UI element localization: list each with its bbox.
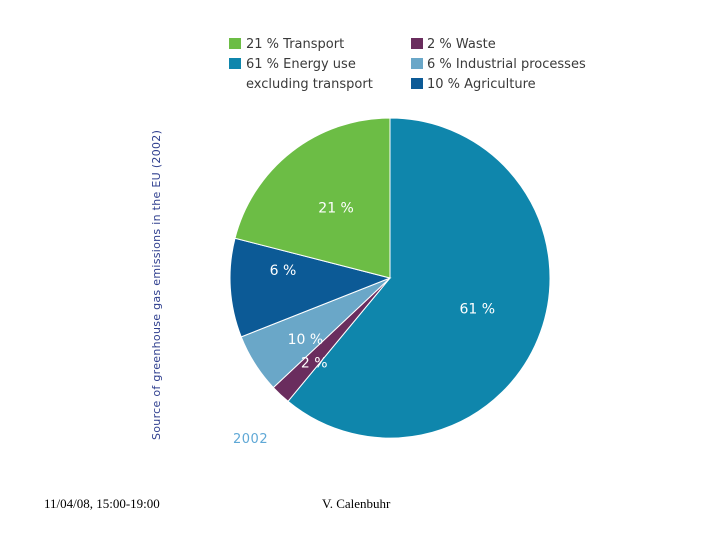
legend-label-energy: 61 % Energy use [246, 57, 356, 72]
legend-swatch-agriculture [411, 78, 423, 89]
pie-slice-labels: 61 % 2 % 10 % 6 % 21 % [270, 201, 495, 372]
chart-source-label: Source of greenhouse gas emissions in th… [150, 130, 163, 440]
pie-slices [229, 117, 551, 439]
pie-slice-energy [287, 117, 551, 439]
pie-label-energy: 61 % [460, 301, 496, 317]
legend-label-waste: 2 % Waste [427, 37, 496, 52]
pie-label-waste: 2 % [301, 356, 328, 372]
legend-label-energy-line2: excluding transport [246, 77, 373, 92]
footer-author: V. Calenbuhr [322, 496, 391, 511]
pie-label-transport: 21 % [318, 201, 354, 217]
pie-slice-transport [234, 117, 391, 279]
legend-label-industrial: 6 % Industrial processes [427, 57, 586, 72]
legend-swatch-waste [411, 38, 423, 49]
pie-slice-agriculture [229, 237, 392, 338]
footer-date: 11/04/08, 15:00-19:00 [44, 496, 160, 511]
pie-label-agriculture: 6 % [270, 263, 297, 279]
legend-swatch-energy [229, 58, 241, 69]
legend-label-agriculture: 10 % Agriculture [427, 77, 536, 92]
legend-label-transport: 21 % Transport [246, 37, 344, 52]
chart-year-label: 2002 [233, 432, 268, 447]
legend-swatch-industrial [411, 58, 423, 69]
legend-swatch-transport [229, 38, 241, 49]
pie-label-industrial: 10 % [288, 332, 324, 348]
